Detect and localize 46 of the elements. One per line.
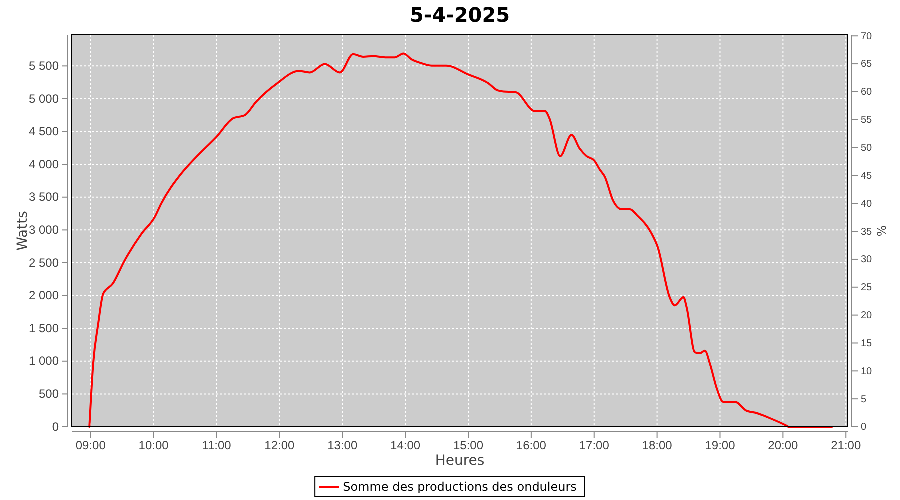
x-tick-label: 09:00 [76,438,106,453]
x-tick-label: 14:00 [390,438,421,453]
y-tick-label: 2 000 [28,288,60,303]
x-axis-title: Heures [435,453,485,469]
y-tick-label: 4 000 [28,157,60,172]
y2-tick-label: 50 [861,143,873,154]
y-tick-label: 0 [52,420,60,434]
y-tick-label: 500 [38,387,60,402]
y2-tick-label: 30 [861,254,873,266]
y2-tick-label: 0 [861,422,867,434]
y2-tick-label: 20 [861,310,873,322]
legend-label: Somme des productions des onduleurs [343,480,577,494]
y2-tick-label: 60 [861,87,873,98]
chart-title: 5-4-2025 [410,3,510,27]
x-tick-label: 13:00 [328,438,358,453]
x-tick-label: 18:00 [642,438,673,453]
line-series [88,52,834,428]
y2-tick-label: 35 [861,226,873,238]
x-tick-label: 15:00 [453,438,484,453]
y2-tick-label: 65 [861,59,873,70]
x-tick-label: 20:00 [768,438,799,453]
y-tick-label: 1 000 [28,354,60,368]
x-tick-label: 10:00 [138,438,170,453]
y2-tick-label: 5 [861,394,867,406]
y-tick-label: 5 000 [28,92,60,106]
y-tick-label: 3 500 [28,190,60,204]
y-tick-label: 3 000 [28,223,60,238]
y2-tick-label: 55 [861,115,873,126]
x-tick-label: 17:00 [579,438,610,453]
y2-tick-label: 15 [861,338,873,350]
y2-tick-label: 45 [861,170,873,182]
x-tick-label: 21:00 [831,438,862,453]
x-tick-label: 19:00 [705,438,736,453]
x-tick-label: 11:00 [202,438,232,453]
y2-tick-label: 10 [861,366,873,378]
y-tick-label: 5 500 [28,59,60,74]
y-tick-label: 2 500 [28,256,60,270]
x-tick-label: 12:00 [264,438,296,453]
x-tick-label: 16:00 [516,438,547,453]
y2-tick-label: 40 [861,198,873,210]
y2-axis-title: % [875,225,889,237]
y-tick-label: 4 500 [28,124,60,139]
y-axis-title: Watts [15,211,31,251]
y2-tick-label: 25 [861,282,873,294]
y2-tick-label: 70 [861,31,873,42]
y-tick-label: 1 500 [28,321,60,336]
